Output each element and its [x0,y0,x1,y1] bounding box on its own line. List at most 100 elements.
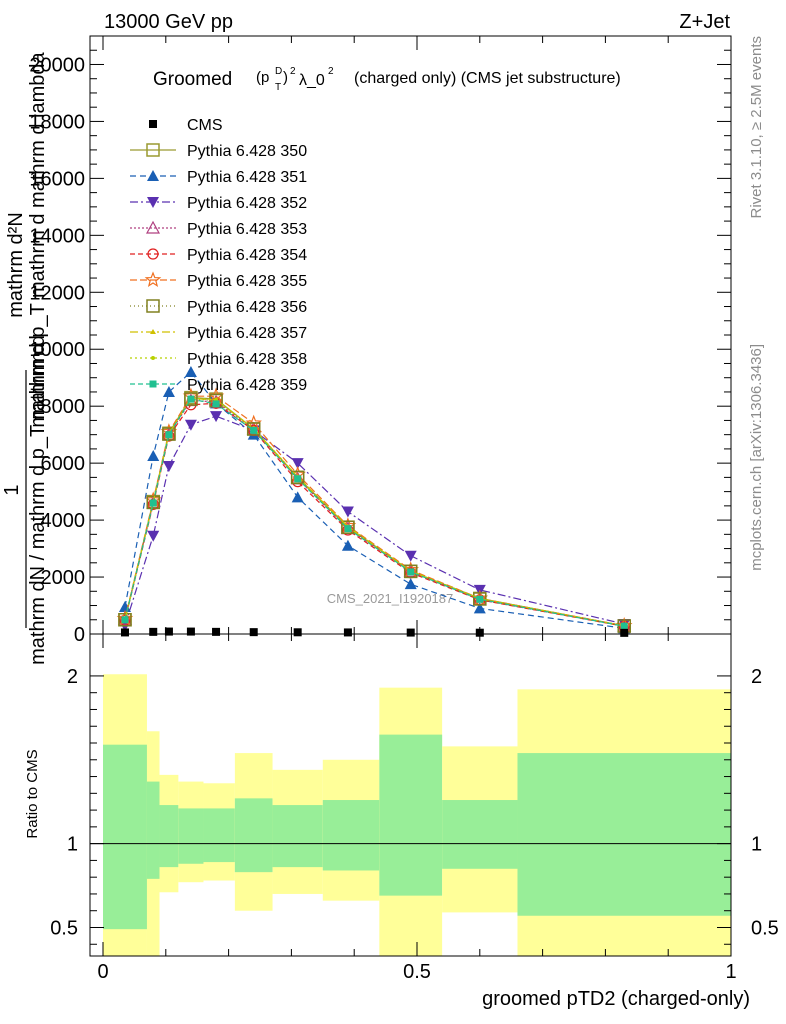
series-point [404,578,417,590]
legend-marker [150,329,156,334]
series-point [187,395,195,403]
title-math-close: ) [283,69,288,86]
ratio-xlabel: groomed pTD2 (charged-only) [482,988,750,1010]
series-line [124,371,625,629]
y-tick-label: 14000 [29,225,85,247]
ylabel-main: mathrm d p_T mathrm d mathrm d lambda [27,51,49,427]
y-tick-label: 12000 [29,282,85,304]
legend-entry: Pythia 6.428 351 [130,169,307,186]
y-tick-label: 6000 [41,453,86,475]
legend-label: CMS [187,117,223,134]
cms-point [343,628,352,637]
series-point [162,427,176,441]
title-math-open: (p [256,69,269,86]
legend: CMS Pythia 6.428 350 Pythia 6.428 351 Pythi… [130,117,307,394]
y-tick-label: 10000 [29,339,85,361]
legend-label: Pythia 6.428 354 [187,247,307,264]
series-point [165,431,173,439]
series-point [404,550,417,562]
series-point [149,499,157,507]
cms-point [149,627,158,636]
ratio-plot: 0.5 0.5 1 1 2 2 0 0.5 1 Ratio to CMS groomed pTD… [24,633,779,1010]
cms-point [293,628,302,637]
y-tick-label: 8000 [41,396,86,418]
legend-label: Pythia 6.428 359 [187,377,307,394]
series-point [403,564,418,579]
series-point [341,506,354,518]
legend-entry: Pythia 6.428 358 [130,351,307,368]
series-point [184,366,197,378]
series-point [246,422,261,436]
legend-entry: Pythia 6.428 356 [130,299,307,316]
series-point [184,392,198,406]
ratio-ylabel: Ratio to CMS [24,749,41,838]
y-tick-label: 18000 [29,111,85,133]
series-point [620,622,628,630]
cms-point [186,627,195,636]
ratio-y-tick-label: 1 [67,834,78,856]
legend-entry: CMS [149,117,223,134]
series-10 [121,395,628,630]
ratio-band-green [203,808,235,863]
title-sub: (charged only) (CMS jet substructure) [354,70,621,87]
main-title: Groomed (p D T ) 2 λ_0 2 (charged only) … [153,66,621,93]
ratio-y-tick-label-right: 0.5 [751,917,779,939]
legend-marker [149,120,157,128]
legend-label: Pythia 6.428 352 [187,195,307,212]
legend-marker [147,197,159,208]
ratio-y-tick-label: 0.5 [50,917,78,939]
series-point [294,475,302,483]
legend-marker [146,299,160,313]
cms-point [212,627,221,636]
series-point [291,491,304,503]
series-point [341,539,354,551]
title-math-sup: D [275,66,282,77]
legend-entry: Pythia 6.428 355 [130,271,307,290]
series-point [212,400,220,408]
y-tick-label: 4000 [41,510,86,532]
series-point [118,613,132,627]
ratio-band-green [272,805,323,868]
legend-entry: Pythia 6.428 350 [130,143,307,160]
ratio-x-tick-label: 0.5 [403,961,431,983]
process-label: Z+Jet [679,11,730,33]
legend-entry: Pythia 6.428 352 [130,195,307,212]
ratio-x-tick-label: 0 [97,961,108,983]
ratio-band-green [442,800,518,869]
legend-marker [151,356,155,360]
cms-point [120,628,129,637]
ratio-band-green [379,734,443,896]
ratio-band-green [178,808,204,864]
legend-label: Pythia 6.428 350 [187,143,307,160]
title-main: Groomed [153,69,232,90]
series-point [146,495,160,510]
ratio-y-tick-label: 2 [67,666,78,688]
legend-label: Pythia 6.428 355 [187,273,307,290]
title-math-exp: 2 [290,66,296,77]
rivet-label: Rivet 3.1.10, ≥ 2.5M events [748,36,765,219]
y-tick-label: 20000 [29,54,85,76]
ratio-band-green [322,800,380,871]
legend-marker [147,248,159,260]
legend-entry: Pythia 6.428 354 [130,247,307,264]
cms-point [406,628,415,637]
ratio-y-tick-label-right: 2 [751,666,762,688]
ylabel-top: mathrm d²N [5,212,27,318]
legend-label: Pythia 6.428 353 [187,221,307,238]
series-point [162,460,175,472]
ylabel-num: 1 [1,484,23,495]
legend-label: Pythia 6.428 358 [187,351,307,368]
legend-marker [147,170,159,181]
series-point [344,525,352,533]
legend-marker [145,220,161,234]
series-line [124,398,625,627]
ratio-band-green [234,798,273,873]
series-point [407,568,415,576]
legend-entry: Pythia 6.428 353 [130,220,307,238]
y-tick-label: 16000 [29,168,85,190]
ratio-band-green [517,753,731,916]
mcplots-label: mcplots.cern.ch [arXiv:1306.3436] [748,344,765,571]
y-tick-label: 2000 [41,567,86,589]
series-point [121,616,129,624]
